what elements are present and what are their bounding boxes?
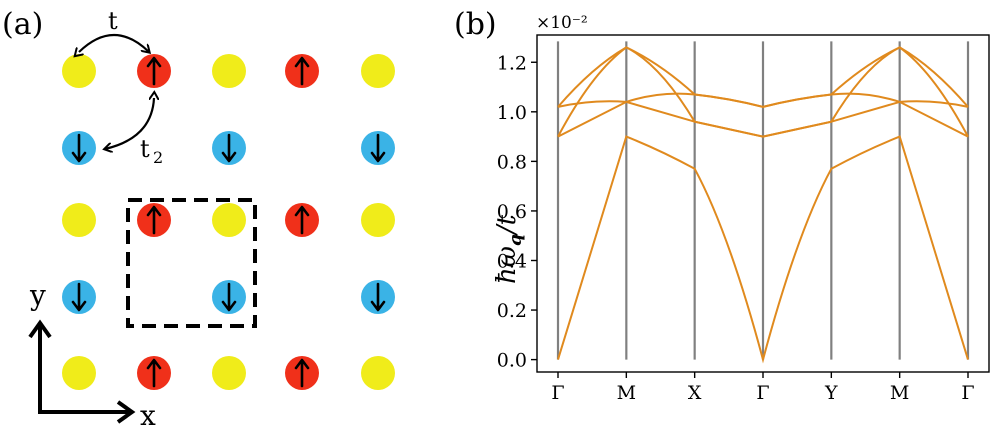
lattice-site-yellow — [361, 203, 395, 237]
hop-t2-label: t — [140, 135, 150, 163]
x-tick-label: M — [617, 382, 636, 404]
spin-lattice — [62, 54, 395, 390]
y-arrow-head-icon — [28, 319, 52, 339]
x-tick-label: X — [688, 382, 702, 404]
exponent-label: ×10⁻² — [536, 13, 588, 33]
y-tick-label: 0.8 — [497, 151, 527, 173]
spin-down-arrow-icon — [221, 282, 237, 312]
y-tick-label: 0.2 — [497, 300, 527, 322]
y-axis-label-sub: q — [506, 234, 526, 246]
unit-cell-box — [126, 198, 257, 328]
y-axis-label-main: ħω — [492, 246, 522, 284]
spin-up-arrow-icon — [146, 205, 162, 235]
y-tick-label: 0.4 — [497, 250, 527, 272]
y-axis-label: ħωq/t — [492, 214, 526, 284]
lattice-site-yellow — [62, 203, 96, 237]
lattice-site-yellow — [62, 54, 96, 88]
high-symmetry-lines — [556, 41, 970, 360]
lattice-site-yellow — [361, 54, 395, 88]
x-tick-label: Γ — [551, 382, 564, 404]
dispersion-curves — [557, 46, 969, 364]
spin-up-arrow-icon — [294, 205, 310, 235]
lattice-site-yellow — [212, 54, 246, 88]
y-axis-label-tail: /t — [492, 214, 522, 237]
dispersion-branch-5 — [557, 46, 969, 138]
lattice-site-yellow — [361, 356, 395, 390]
axis-y-label: y — [29, 279, 46, 312]
spin-down-arrow-icon — [370, 133, 386, 163]
panel-b-label: (b) — [454, 7, 497, 42]
spin-up-arrow-icon — [146, 56, 162, 86]
y-tick-label: 1.2 — [497, 52, 527, 74]
spin-up-arrow-icon — [146, 358, 162, 388]
spin-up-arrow-icon — [294, 56, 310, 86]
spin-down-arrow-icon — [71, 133, 87, 163]
lattice-site-yellow — [212, 203, 246, 237]
spin-down-arrow-icon — [221, 133, 237, 163]
spin-down-arrow-icon — [370, 282, 386, 312]
hop-t2-arrow — [105, 98, 154, 149]
x-tick-label: Y — [824, 382, 838, 404]
x-tick-label: M — [890, 382, 909, 404]
y-tick-label: 0.0 — [497, 350, 527, 372]
lattice-site-yellow — [212, 356, 246, 390]
x-arrow-head-icon — [116, 400, 136, 424]
panel-a: (a) t t 2 x y — [2, 7, 395, 432]
lattice-site-yellow — [62, 356, 96, 390]
x-tick-label: Γ — [756, 382, 769, 404]
hop-t-label: t — [108, 7, 118, 35]
hop-t2-subscript: 2 — [153, 148, 163, 167]
y-tick-label: 1.0 — [497, 102, 527, 124]
hop-t-arrow — [79, 33, 149, 52]
dispersion-branch-1 — [557, 135, 969, 364]
y-tick-label: 0.6 — [497, 201, 527, 223]
axis-x-label: x — [140, 399, 156, 432]
panel-a-label: (a) — [2, 7, 43, 42]
y-ticks: 0.0 0.2 0.4 0.6 0.8 1.0 1.2 — [497, 52, 537, 372]
spin-up-arrow-icon — [294, 358, 310, 388]
x-tick-label: Γ — [961, 382, 974, 404]
spin-down-arrow-icon — [71, 282, 87, 312]
